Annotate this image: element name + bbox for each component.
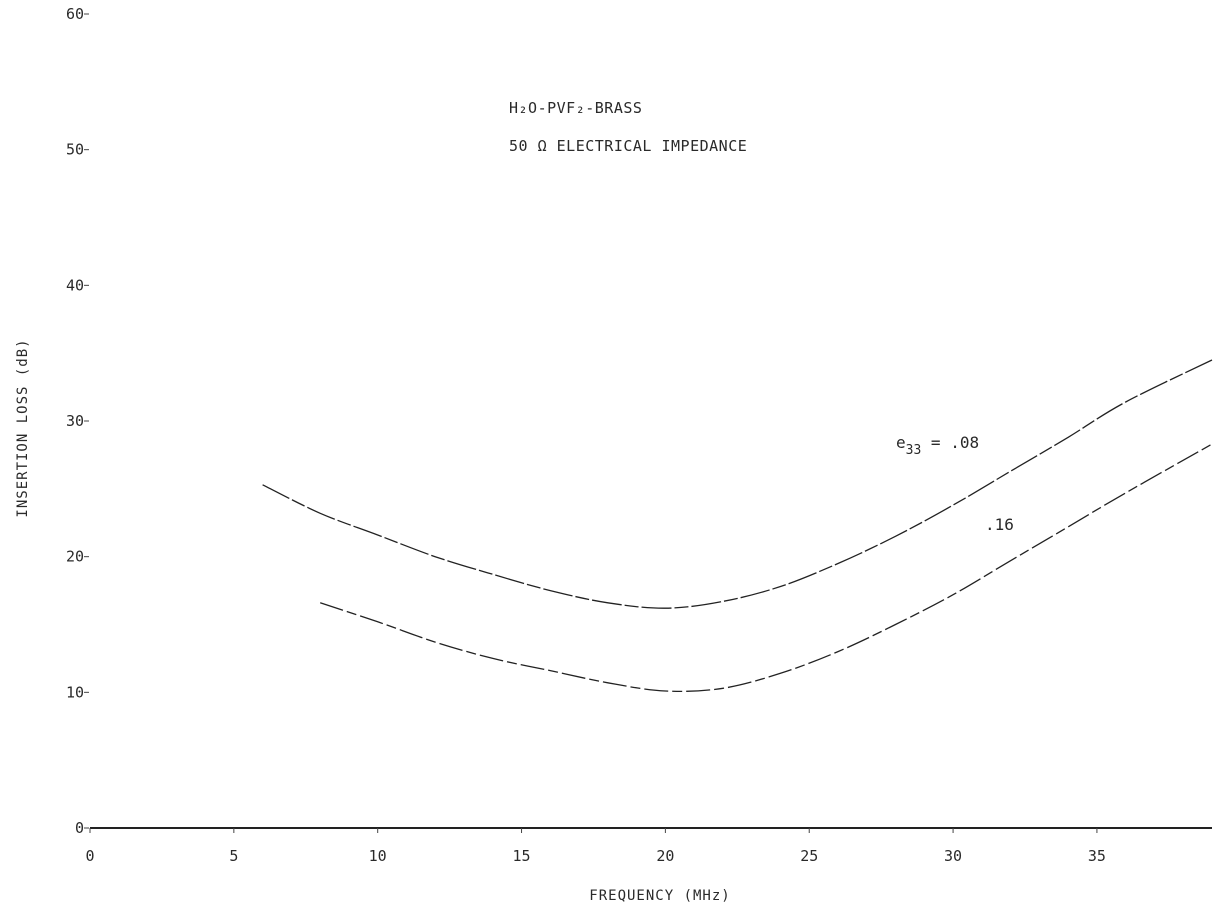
x-tick-label: 25 <box>800 847 818 865</box>
y-tick-label: 60 <box>66 5 84 23</box>
x-tick-label: 20 <box>656 847 674 865</box>
x-axis-label: FREQUENCY (MHz) <box>589 888 730 904</box>
chart-title-line-1: H₂O-PVF₂-BRASS <box>509 99 642 117</box>
x-tick-label: 10 <box>369 847 387 865</box>
x-tick-label: 5 <box>229 847 238 865</box>
x-tick-label: 15 <box>513 847 531 865</box>
series-line-2 <box>319 443 1213 693</box>
series-line-1 <box>262 359 1213 609</box>
x-tick-label: 35 <box>1088 847 1106 865</box>
series-layer: e33 = .08 .16 <box>262 359 1213 693</box>
y-tick-label: 40 <box>66 276 84 294</box>
y-tick-label: 0 <box>75 819 84 837</box>
y-tick-label: 30 <box>66 412 84 430</box>
y-tick-label: 50 <box>66 141 84 159</box>
series-label-1: e33 = .08 <box>896 433 979 458</box>
axes-layer: 0 5 10 15 20 25 30 35 0 10 20 30 40 50 60 <box>66 5 1212 865</box>
y-axis-label: INSERTION LOSS (dB) <box>15 338 31 517</box>
chart-title-line-2: 50 Ω ELECTRICAL IMPEDANCE <box>509 137 747 155</box>
y-tick-label: 10 <box>66 683 84 701</box>
series-label-2: .16 <box>985 515 1014 534</box>
x-tick-label: 30 <box>944 847 962 865</box>
y-tick-label: 20 <box>66 548 84 566</box>
x-tick-label: 0 <box>85 847 94 865</box>
